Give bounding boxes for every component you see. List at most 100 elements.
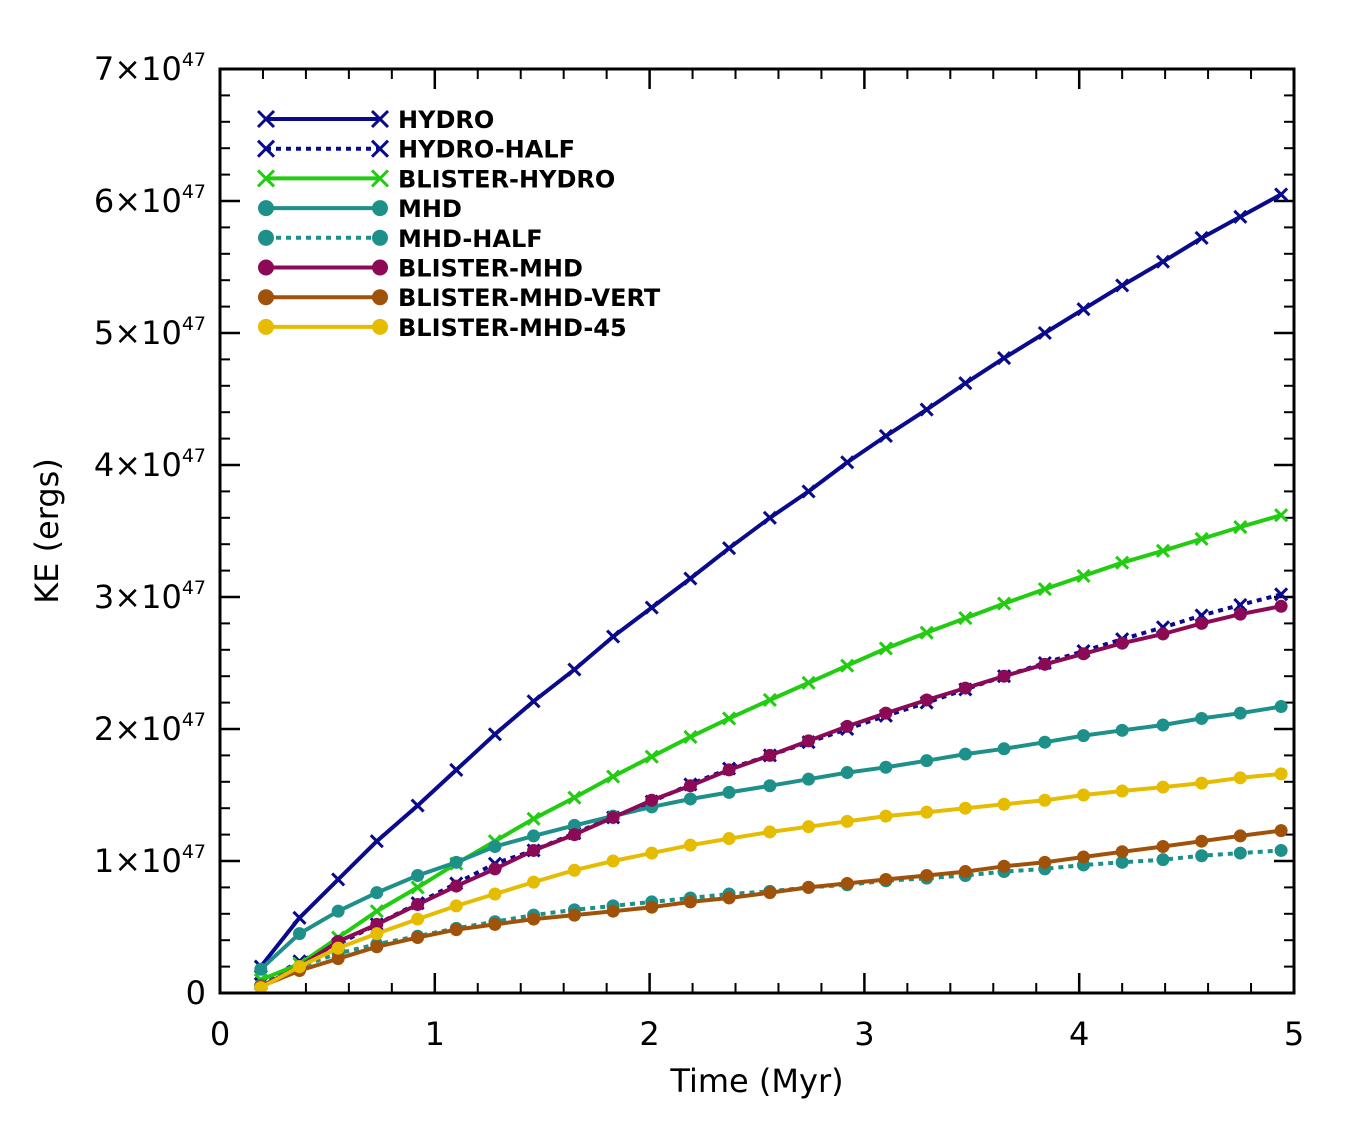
- point-blister-hydro-stroke: [644, 749, 659, 764]
- point-blister-hydro: [996, 596, 1012, 611]
- point-blister-mhd-vert: [449, 923, 463, 937]
- point-blister-mhd-45: [1274, 767, 1288, 781]
- point-mhd: [879, 760, 893, 774]
- point-blister-hydro-stroke: [1115, 555, 1130, 570]
- point-hydro: [1076, 302, 1091, 317]
- point-hydro: [567, 662, 582, 677]
- y-tick-label: 6×1047: [94, 181, 206, 220]
- point-hydro-stroke: [1076, 302, 1091, 317]
- point-hydro-stroke: [487, 727, 503, 742]
- point-blister-mhd-vert: [683, 895, 697, 909]
- point-blister-hydro: [722, 711, 737, 726]
- point-hydro-stroke: [331, 872, 346, 887]
- y-tick-label: 3×1047: [94, 577, 206, 616]
- point-blister-hydro: [1194, 531, 1209, 546]
- point-blister-mhd: [1195, 616, 1209, 630]
- point-blister-mhd: [1156, 627, 1170, 641]
- point-blister-mhd: [1274, 599, 1288, 613]
- point-hydro-stroke: [1194, 230, 1209, 246]
- legend-marker-hydro: [256, 109, 276, 129]
- point-mhd: [449, 855, 463, 869]
- legend-item-mhd: MHD: [258, 195, 462, 223]
- point-mhd: [1156, 718, 1170, 732]
- legend-marker-mhd: [258, 200, 274, 217]
- point-blister-mhd-vert: [1274, 824, 1288, 838]
- point-mhd-half: [1274, 843, 1288, 857]
- legend-item-blister-mhd-45: BLISTER-MHD-45: [258, 314, 627, 342]
- point-blister-hydro: [606, 769, 621, 784]
- legend-label-hydro: HYDRO: [398, 106, 494, 134]
- point-blister-hydro-stroke: [762, 692, 777, 708]
- point-hydro-stroke: [292, 910, 307, 925]
- point-hydro-stroke: [567, 662, 582, 677]
- series-blister-mhd-45: [254, 767, 1288, 995]
- legend-label-mhd: MHD: [398, 195, 462, 223]
- point-hydro-stroke: [801, 484, 816, 499]
- point-blister-hydro-stroke: [1037, 582, 1052, 597]
- series-mhd: [254, 700, 1288, 976]
- point-hydro-stroke: [722, 541, 737, 556]
- point-blister-mhd-vert: [1115, 845, 1129, 859]
- point-blister-mhd: [763, 748, 777, 762]
- point-blister-hydro-stroke: [840, 658, 855, 673]
- point-mhd: [683, 792, 697, 806]
- point-blister-hydro-stroke: [1233, 519, 1248, 535]
- point-blister-mhd-vert: [997, 859, 1011, 873]
- point-blister-hydro: [526, 811, 541, 826]
- legend-marker-blister-mhd: [258, 259, 274, 276]
- x-tick-label: 4: [1069, 1015, 1089, 1053]
- legend-marker-blister-hydro: [256, 169, 276, 188]
- point-blister-mhd: [1076, 647, 1090, 661]
- point-blister-mhd: [645, 793, 659, 807]
- y-tick-label: 5×1047: [94, 313, 206, 352]
- point-blister-mhd-45: [1038, 793, 1052, 807]
- point-blister-mhd-vert: [488, 917, 502, 931]
- point-hydro-stroke: [644, 600, 659, 615]
- point-blister-mhd: [958, 681, 972, 695]
- legend-marker-hydro-half-stroke: [370, 139, 390, 158]
- point-blister-mhd-45: [488, 887, 502, 901]
- legend-marker-hydro-stroke: [370, 109, 390, 129]
- point-hydro: [958, 376, 973, 391]
- point-mhd-half: [1195, 849, 1209, 863]
- point-blister-mhd-vert: [331, 952, 345, 966]
- point-hydro-stroke: [840, 455, 855, 470]
- point-blister-mhd: [840, 719, 854, 733]
- point-hydro: [606, 629, 621, 644]
- point-hydro-half: [1233, 597, 1248, 612]
- point-blister-mhd: [606, 810, 620, 824]
- point-mhd-half: [1156, 853, 1170, 867]
- point-mhd: [567, 818, 581, 832]
- point-blister-mhd: [1233, 607, 1247, 621]
- point-blister-hydro: [801, 675, 816, 690]
- point-mhd: [1233, 706, 1247, 720]
- point-mhd-half: [1115, 855, 1129, 869]
- legend-marker-mhd-half: [372, 229, 388, 246]
- legend-marker-blister-mhd: [372, 259, 388, 276]
- point-hydro: [449, 762, 464, 777]
- point-blister-mhd-vert: [722, 891, 736, 905]
- point-hydro-stroke: [878, 428, 893, 444]
- point-mhd: [802, 772, 816, 786]
- point-blister-mhd-45: [722, 832, 736, 846]
- y-tick-label: 0: [186, 974, 206, 1012]
- point-blister-hydro: [919, 625, 934, 640]
- point-mhd: [958, 747, 972, 761]
- point-blister-hydro-stroke: [919, 625, 934, 640]
- point-hydro-half-stroke: [1233, 597, 1248, 612]
- point-blister-hydro-stroke: [606, 769, 621, 784]
- point-blister-mhd-45: [997, 797, 1011, 811]
- legend-marker-hydro-half-stroke: [256, 139, 276, 158]
- x-tick-label: 5: [1284, 1015, 1304, 1053]
- point-blister-mhd-vert: [370, 940, 384, 954]
- point-blister-hydro: [369, 904, 384, 919]
- point-blister-hydro-stroke: [1076, 568, 1091, 583]
- y-tick-label: 7×1047: [94, 49, 206, 88]
- point-blister-hydro-stroke: [801, 675, 816, 690]
- x-tick-label: 2: [639, 1015, 659, 1053]
- point-blister-hydro: [878, 641, 893, 656]
- point-hydro-stroke: [606, 629, 621, 644]
- plot-frame: [218, 67, 1296, 995]
- point-hydro: [1037, 325, 1052, 341]
